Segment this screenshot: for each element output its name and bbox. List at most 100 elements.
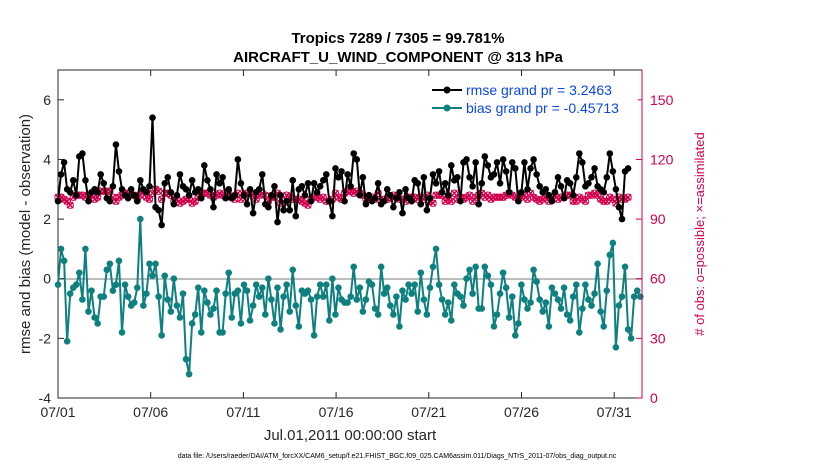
bias-point [176, 314, 184, 321]
bias-point [374, 311, 382, 318]
rmse-point [216, 180, 223, 187]
bias-point [545, 323, 553, 330]
rmse-point [423, 206, 431, 214]
rmse-point [426, 194, 434, 202]
x-axis-label: Jul.01,2011 00:00:00 start [264, 427, 437, 444]
bias-point [121, 281, 129, 288]
rmse-point [502, 168, 510, 175]
rmse-point [356, 191, 364, 199]
bias-point [417, 269, 425, 277]
x-tick-label: 07/06 [133, 404, 168, 420]
rmse-point [207, 185, 214, 193]
obs-assimilated-point [523, 195, 531, 203]
y-axis-right: 0 30 60 90 120 150 [636, 92, 674, 406]
bias-point [396, 323, 403, 330]
rmse-point [133, 197, 141, 205]
bias-point [255, 293, 263, 300]
obs-assimilated-point [597, 195, 605, 203]
bias-point [353, 296, 361, 303]
bias-point [316, 281, 324, 288]
rmse-point [365, 191, 373, 199]
rmse-point [536, 182, 543, 190]
obs-possible-point [429, 199, 437, 207]
rmse-point [615, 203, 623, 211]
bias-point [234, 287, 242, 294]
bias-point [408, 290, 415, 297]
bias-point [502, 284, 510, 291]
bias-point [505, 314, 513, 321]
y-tick-label: 0 [43, 271, 51, 287]
bias-series [54, 215, 644, 378]
rmse-point [243, 200, 251, 208]
bias-point [130, 299, 138, 306]
bias-point [326, 317, 333, 324]
bias-point [243, 287, 251, 294]
rmse-point [585, 180, 592, 187]
rmse-point [277, 191, 284, 199]
bias-point [188, 320, 196, 327]
rmse-point [469, 182, 476, 190]
bias-point [118, 329, 126, 336]
rmse-point [66, 188, 74, 196]
bias-point [588, 302, 595, 309]
bias-point [295, 323, 303, 330]
bias-point [146, 260, 153, 268]
bias-point [252, 281, 260, 288]
y2-tick-label: 150 [650, 92, 674, 108]
rmse-point [454, 174, 461, 181]
bias-point [173, 302, 181, 309]
bias-point [402, 296, 409, 303]
bias-point [469, 290, 476, 297]
rmse-point [219, 174, 226, 181]
rmse-point [335, 174, 342, 181]
bias-point [362, 296, 370, 303]
rmse-point [499, 156, 507, 163]
bias-point [533, 278, 540, 286]
rmse-point [612, 185, 620, 193]
rmse-point [472, 159, 479, 166]
bias-point [576, 329, 583, 336]
obs-assimilated-point [466, 191, 474, 199]
rmse-point [234, 156, 242, 163]
bias-point [499, 269, 507, 277]
bias-point [286, 308, 293, 315]
obs-assimilated-point [298, 197, 306, 205]
bias-point [511, 332, 519, 339]
rmse-point [54, 197, 62, 205]
rmse-point [176, 171, 184, 178]
bias-point [612, 344, 620, 351]
obs-assimilated-point [347, 187, 355, 195]
bias-point [481, 263, 489, 271]
bias-point [310, 332, 318, 339]
rmse-point [213, 171, 220, 178]
bias-point [262, 311, 269, 318]
bias-point [213, 287, 220, 294]
bias-point [72, 281, 80, 288]
rmse-point [164, 174, 172, 181]
bias-point [112, 281, 120, 288]
rmse-point [146, 182, 153, 190]
bias-point [194, 284, 202, 291]
bias-point [618, 293, 626, 300]
rmse-point [249, 209, 257, 217]
rmse-point [167, 188, 175, 196]
rmse-point [524, 185, 531, 193]
rmse-point [322, 171, 330, 178]
rmse-point [109, 182, 117, 190]
bias-point [460, 302, 467, 309]
obs-assimilated-point [316, 195, 324, 203]
obs-assimilated-point [447, 197, 455, 205]
bias-point [569, 293, 577, 300]
bias-point [582, 281, 589, 288]
bias-point [487, 281, 495, 288]
rmse-point [521, 159, 528, 166]
rmse-point [515, 197, 522, 205]
rmse-point [548, 197, 556, 205]
rmse-point [371, 194, 379, 202]
rmse-point [274, 218, 281, 226]
obs-assimilated-point [142, 193, 150, 201]
y2-tick-label: 60 [650, 271, 666, 287]
rmse-point [475, 200, 483, 208]
bias-point [377, 263, 385, 271]
